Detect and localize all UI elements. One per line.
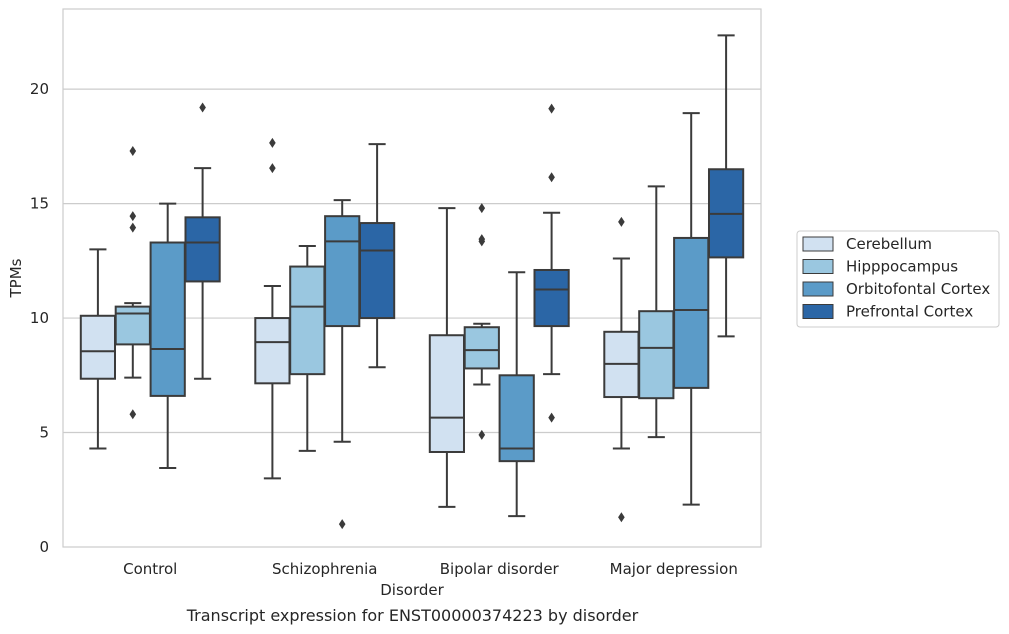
outlier-point [338,519,346,530]
outlier-point [618,512,625,523]
outlier-point [269,163,276,174]
legend-frame [796,230,1000,328]
box-hipppocampus [289,244,326,452]
box-orbitofontal-cortex [324,199,361,530]
box-prefrontal-cortex [707,34,745,338]
x-tick-label: Schizophrenia [272,560,377,578]
x-tick-label: Bipolar disorder [440,560,560,578]
box-cerebellum [603,216,640,523]
outlier-point [478,203,486,214]
legend-swatch [802,281,834,297]
y-tick-label: 5 [39,424,49,442]
outlier-point [129,211,137,222]
box-cerebellum [254,137,291,480]
y-tick-label: 10 [30,309,49,327]
axes [62,8,762,548]
box-iqr [79,314,117,380]
box-orbitofontal-cortex [673,112,710,506]
box-layer [79,34,745,530]
box-iqr [324,215,361,328]
outlier-point [548,103,555,114]
box-iqr [114,305,151,346]
box-iqr [498,374,535,463]
legend-label: Cerebellum [846,235,932,253]
box-orbitofontal-cortex [149,202,186,470]
outlier-point [548,412,555,423]
legend-label: Hipppocampus [846,258,958,276]
box-iqr [428,334,466,453]
box-iqr [638,310,675,400]
box-cerebellum [428,207,466,508]
box-prefrontal-cortex [358,143,396,369]
box-iqr [533,268,570,328]
y-axis-label: TPMs [7,258,25,298]
box-iqr [289,265,326,376]
legend: Cerebellum Hipppocampus Orbitofontal Corte… [796,230,1000,328]
box-cerebellum [79,248,117,450]
box-prefrontal-cortex [184,102,221,380]
legend-swatch [802,259,834,274]
outlier-point [129,145,137,156]
outlier-point [478,429,486,440]
legend-swatch [802,236,834,252]
box-iqr [358,222,396,320]
outlier-point [269,137,276,148]
outlier-point [199,102,206,113]
y-tick-label: 20 [30,80,49,98]
outlier-point [129,222,137,233]
outlier-point [478,234,486,245]
box-orbitofontal-cortex [498,271,535,518]
box-prefrontal-cortex [533,103,570,423]
legend-label: Orbitofontal Cortex [846,280,990,298]
x-axis-label: Disorder [380,581,444,599]
plot-frame [62,8,762,548]
box-iqr [184,216,221,283]
outlier-point [129,409,137,420]
box-iqr [149,241,186,397]
outlier-point [618,216,625,227]
tick-labels: 0 5 10 15 20 Control Schizophrenia Bipolar diso… [30,80,738,578]
legend-label: Prefrontal Cortex [846,303,973,321]
legend-swatch [802,304,834,319]
outlier-point [548,172,555,183]
y-tick-label: 0 [39,538,49,556]
box-hipppocampus [463,203,500,440]
x-tick-label: Major depression [610,560,738,578]
box-hipppocampus [114,145,151,420]
box-iqr [673,236,710,389]
y-tick-label: 15 [30,195,49,213]
box-iqr [254,317,291,385]
figure-caption: Transcript expression for ENST0000037422… [186,606,639,625]
box-hipppocampus [638,185,675,439]
x-tick-label: Control [123,560,177,578]
box-iqr [463,326,500,370]
